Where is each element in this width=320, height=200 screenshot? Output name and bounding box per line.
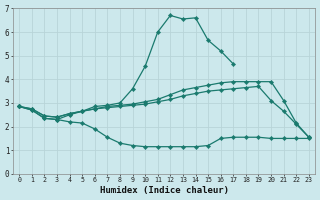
X-axis label: Humidex (Indice chaleur): Humidex (Indice chaleur) bbox=[100, 186, 228, 195]
